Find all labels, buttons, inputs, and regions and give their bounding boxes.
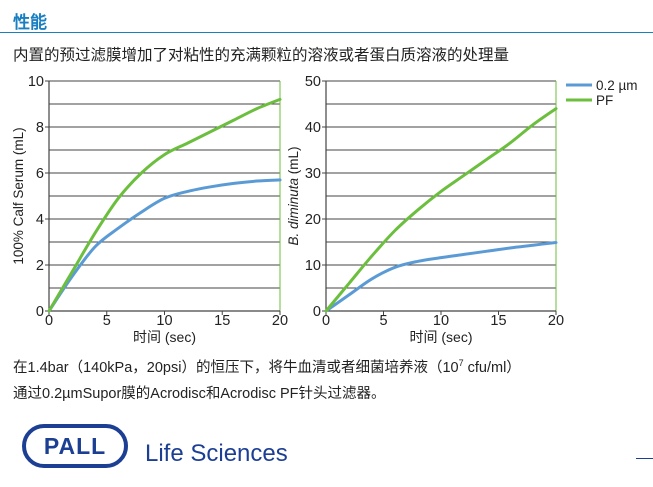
x-tick-label: 15	[490, 313, 506, 329]
note-line1-pre: 在1.4bar（140kPa，20psi）的恒压下，将牛血清或者细菌培养液（10	[13, 360, 459, 376]
note-line1-exponent: 7	[458, 358, 464, 369]
x-tick-label: 20	[548, 313, 564, 329]
series-line-pf	[47, 97, 282, 313]
y-tick-label: 40	[305, 120, 321, 136]
section-subtitle: 内置的预过滤膜增加了对粘性的充满颗粒的溶液或者蛋白质溶液的处理量	[13, 47, 510, 64]
test-conditions-note: 在1.4bar（140kPa，20psi）的恒压下，将牛血清或者细菌培养液（10…	[13, 356, 521, 377]
logo-text: PALL	[43, 433, 107, 459]
y-tick-label: 8	[36, 120, 44, 136]
x-axis-label: 时间 (sec)	[410, 329, 473, 345]
heading-divider	[0, 32, 653, 33]
chart-2: 0 10 20 30 40 50 0 5 10 15 20 时间 (sec) B. diminuta (…	[286, 74, 638, 345]
x-tick-label: 5	[103, 313, 111, 329]
y-tick-label: 20	[305, 212, 321, 228]
test-conditions-note-line2: 通过0.2µmSupor膜的Acrodisc和Acrodisc PF针头过滤器。	[13, 386, 386, 402]
series-line-0-2um	[324, 240, 558, 313]
y-axis-label-italic: B. diminuta	[286, 177, 301, 245]
x-tick-label: 10	[433, 313, 449, 329]
y-tick-label: 0	[36, 304, 44, 320]
y-tick-label: 30	[305, 166, 321, 182]
y-axis-label: 100% Calf Serum (mL)	[11, 127, 26, 264]
chart-1: 0 2 4 6 8 10 0 5 10 15 20 时间 (sec) 100% Calf Serum (…	[11, 74, 288, 345]
series-line-pf	[324, 107, 558, 313]
charts-area: 0 2 4 6 8 10 0 5 10 15 20 时间 (sec) 100% Calf Serum (…	[11, 74, 638, 345]
y-tick-label: 2	[36, 258, 44, 274]
section-heading: 性能	[13, 13, 47, 32]
y-tick-label: 0	[313, 304, 321, 320]
y-axis-label: B. diminuta (mL)	[286, 146, 301, 245]
pall-logo: PALL	[22, 424, 128, 468]
series-line-0-2um	[47, 178, 282, 313]
x-tick-label: 15	[214, 313, 230, 329]
y-tick-label: 10	[305, 258, 321, 274]
x-tick-label: 5	[379, 313, 387, 329]
y-axis-label-unit: (mL)	[286, 146, 301, 178]
y-tick-label: 4	[36, 212, 44, 228]
legend-label: 0.2 µm	[596, 78, 638, 93]
x-tick-label: 20	[272, 313, 288, 329]
y-tick-label: 10	[28, 74, 44, 90]
legend-label: PF	[596, 93, 613, 108]
x-tick-label: 10	[156, 313, 172, 329]
brand-name: Life Sciences	[145, 440, 288, 467]
x-tick-label: 0	[45, 313, 53, 329]
y-tick-label: 6	[36, 166, 44, 182]
x-axis-label: 时间 (sec)	[133, 329, 196, 345]
note-line1-post: cfu/ml）	[463, 360, 521, 376]
page-edge-mark	[636, 458, 653, 459]
x-tick-label: 0	[322, 313, 330, 329]
y-tick-label: 50	[305, 74, 321, 90]
